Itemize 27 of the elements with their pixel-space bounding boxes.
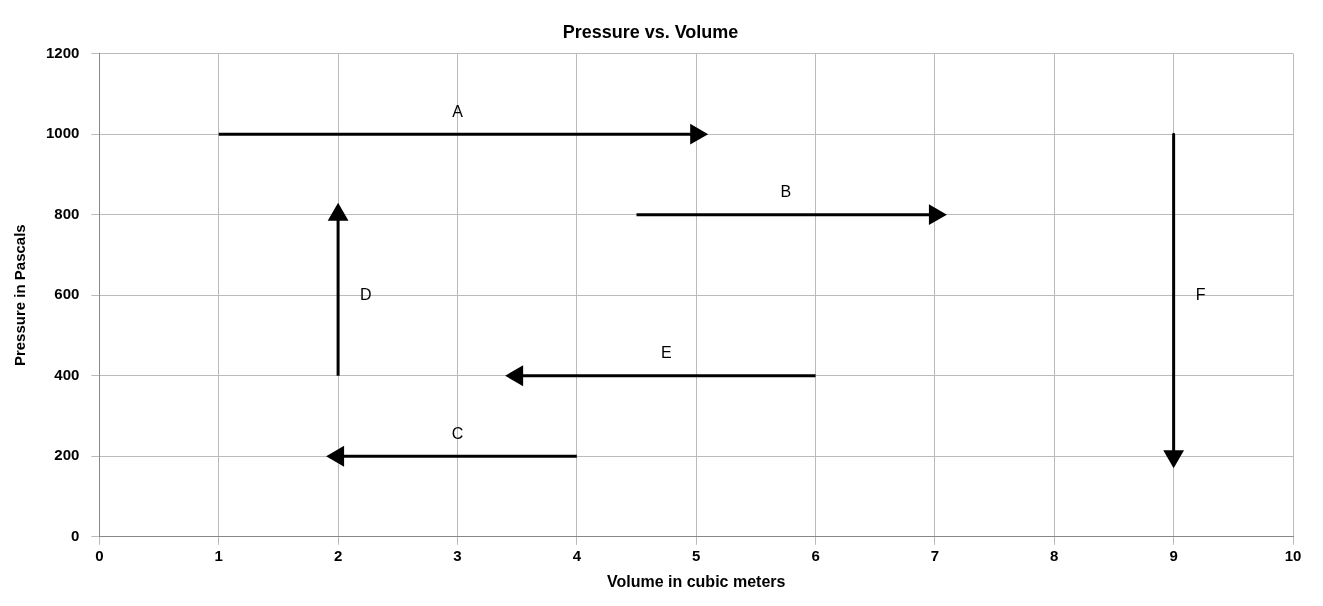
x-axis-title: Volume in cubic meters — [606, 572, 786, 590]
y-tick-label: 800 — [54, 204, 80, 222]
x-tick-label: 7 — [930, 546, 940, 564]
series-label: E — [661, 344, 672, 362]
series-label: C — [451, 424, 464, 442]
y-tick-label: 1200 — [45, 43, 80, 61]
x-tick-label: 5 — [692, 546, 701, 564]
y-axis-title: Pressure in Pascals — [11, 224, 29, 367]
series-label: B — [780, 183, 792, 201]
x-tick-label: 10 — [1284, 546, 1302, 564]
y-tick-label: 0 — [71, 526, 80, 544]
y-tick-label: 400 — [54, 365, 80, 383]
x-tick-label: 3 — [453, 546, 462, 564]
y-tick-label: 600 — [54, 285, 80, 303]
y-tick-label: 1000 — [45, 124, 80, 142]
x-tick-label: 2 — [333, 546, 343, 564]
x-tick-label: 0 — [95, 546, 104, 564]
x-tick-label: 6 — [811, 546, 820, 564]
x-tick-label: 9 — [1169, 546, 1178, 564]
chart-title: Pressure vs. Volume — [562, 21, 739, 42]
x-tick-label: 1 — [214, 546, 223, 564]
series-label: F — [1195, 285, 1206, 303]
y-tick-label: 200 — [54, 446, 80, 464]
series-label: D — [360, 285, 372, 303]
series-label: A — [452, 102, 464, 120]
x-tick-label: 4 — [572, 546, 582, 564]
x-tick-label: 8 — [1050, 546, 1059, 564]
